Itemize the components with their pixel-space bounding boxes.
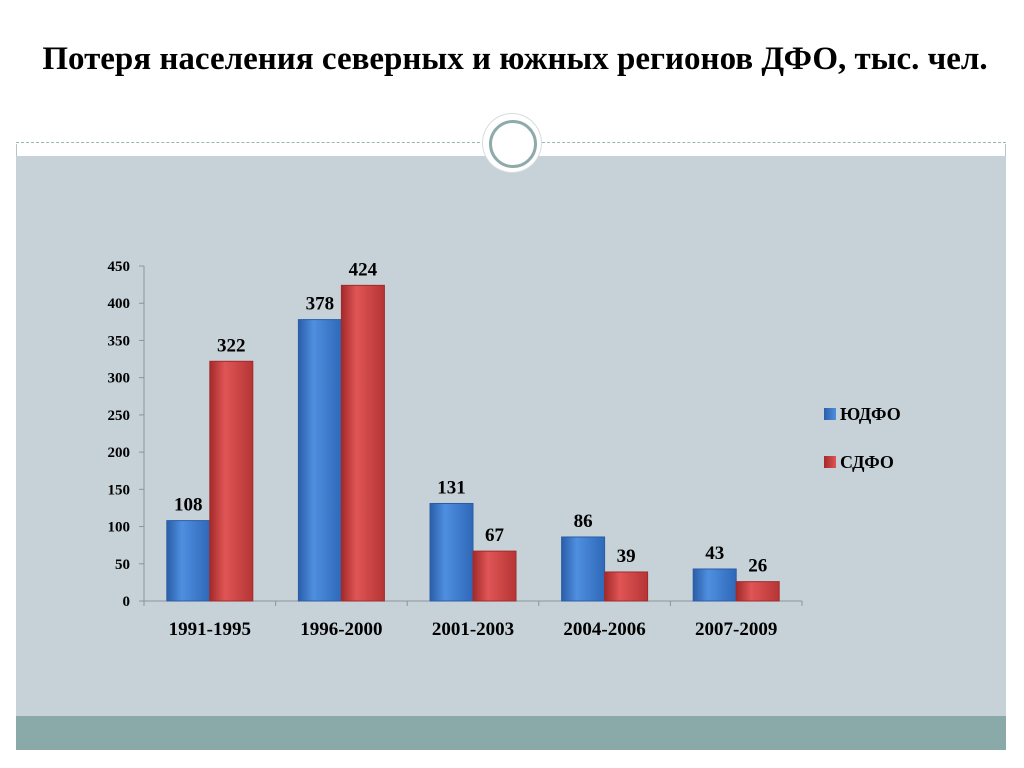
x-tick-label: 2004-2006 (563, 619, 645, 640)
x-tick-label: 2001-2003 (432, 619, 514, 640)
data-label: 43 (705, 543, 724, 564)
bar-1 (692, 568, 737, 602)
x-tick-label: 2007-2009 (695, 619, 777, 640)
circle-ornament-icon (483, 114, 541, 172)
bar-2 (340, 284, 385, 602)
bar-2 (472, 550, 517, 602)
y-tick-label: 100 (108, 520, 131, 536)
page-title: Потеря населения северных и южных регион… (42, 41, 988, 77)
circle-ornament-ring (489, 120, 537, 168)
bar-2 (735, 581, 780, 602)
legend-swatch-series2 (824, 456, 836, 468)
x-tick-label: 1991-1995 (169, 619, 251, 640)
footer-band (16, 716, 1006, 750)
data-label: 86 (574, 511, 593, 532)
legend-label-series1: ЮДФО (840, 403, 901, 424)
chart-labels: 1991-1995 108 322 1996-2000 378 424 2001-2003 1… (169, 259, 778, 640)
chart-bars (166, 284, 780, 602)
y-tick-label: 50 (115, 557, 130, 573)
bar-1 (561, 536, 606, 602)
data-label: 322 (217, 335, 246, 356)
chart-axes: 0 50 100 150 200 250 300 350 400 450 (108, 259, 803, 610)
legend-swatch-series1 (824, 408, 836, 420)
legend-item-series2: СДФО (824, 448, 901, 476)
y-tick-label: 200 (108, 445, 131, 461)
y-tick-label: 150 (108, 482, 131, 498)
y-tick-label: 250 (108, 408, 131, 424)
data-label: 424 (349, 259, 378, 280)
data-label: 39 (617, 546, 636, 567)
y-tick-label: 300 (108, 371, 131, 387)
y-tick-label: 350 (108, 333, 131, 349)
bar-2 (209, 360, 254, 602)
legend-item-series1: ЮДФО (824, 400, 901, 428)
y-tick-label: 0 (123, 594, 131, 610)
data-label: 378 (306, 294, 335, 315)
bar-2 (604, 571, 649, 602)
data-label: 108 (174, 495, 203, 516)
bar-1 (297, 319, 342, 602)
content-band (16, 156, 1006, 716)
chart-legend: ЮДФО СДФО (824, 400, 901, 496)
x-tick-label: 1996-2000 (300, 619, 382, 640)
bar-1 (429, 502, 474, 602)
data-label: 131 (437, 477, 466, 498)
y-tick-label: 450 (108, 259, 131, 275)
data-label: 67 (485, 525, 505, 546)
y-tick-label: 400 (108, 296, 131, 312)
legend-label-series2: СДФО (840, 451, 894, 472)
data-label: 26 (748, 556, 767, 577)
bar-1 (166, 520, 211, 602)
